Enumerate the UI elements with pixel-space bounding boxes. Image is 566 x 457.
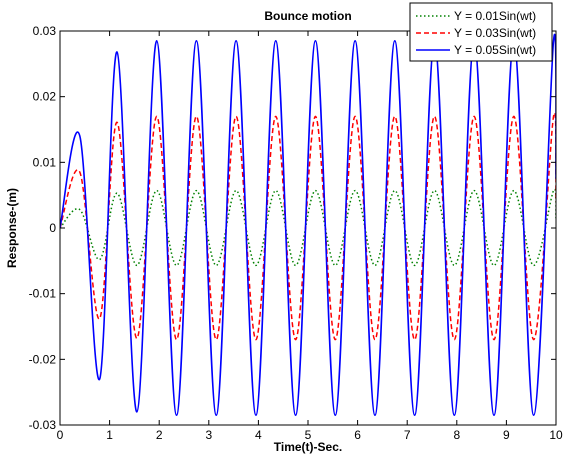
x-tick-label: 3 xyxy=(205,428,212,442)
x-tick-label: 0 xyxy=(57,428,64,442)
x-axis: 0 1 2 3 4 5 6 7 8 9 10 xyxy=(57,31,563,442)
y-axis-label: Response-(m) xyxy=(5,188,19,268)
x-tick-label: 9 xyxy=(503,428,510,442)
legend-box xyxy=(409,2,553,62)
legend-entry-series-1: Y = 0.01Sin(wt) xyxy=(454,9,536,23)
y-tick-label: -0.01 xyxy=(29,287,57,301)
y-tick-label: 0.02 xyxy=(33,90,57,104)
x-tick-label: 7 xyxy=(404,428,411,442)
y-tick-label: -0.02 xyxy=(29,352,57,366)
y-tick-label: -0.03 xyxy=(29,418,57,432)
legend-entry-series-3: Y = 0.05Sin(wt) xyxy=(454,43,536,57)
y-tick-label: 0.03 xyxy=(33,24,57,38)
x-tick-label: 10 xyxy=(549,428,563,442)
series-layer xyxy=(60,33,556,416)
legend: Y = 0.01Sin(wt) Y = 0.03Sin(wt) Y = 0.05… xyxy=(409,2,553,62)
x-tick-label: 8 xyxy=(453,428,460,442)
y-axis: -0.03 -0.02 -0.01 0 0.01 0.02 0.03 xyxy=(29,24,556,432)
legend-entry-series-2: Y = 0.03Sin(wt) xyxy=(454,26,536,40)
x-tick-label: 1 xyxy=(106,428,113,442)
x-tick-label: 2 xyxy=(156,428,163,442)
x-tick-label: 4 xyxy=(255,428,262,442)
chart-title: Bounce motion xyxy=(264,9,351,23)
x-tick-label: 6 xyxy=(354,428,361,442)
x-tick-label: 5 xyxy=(305,428,312,442)
series-line-1 xyxy=(60,188,556,267)
x-axis-label: Time(t)-Sec. xyxy=(274,440,342,454)
series-line-3 xyxy=(60,33,556,416)
y-tick-label: 0 xyxy=(49,221,56,235)
y-tick-label: 0.01 xyxy=(33,155,57,169)
